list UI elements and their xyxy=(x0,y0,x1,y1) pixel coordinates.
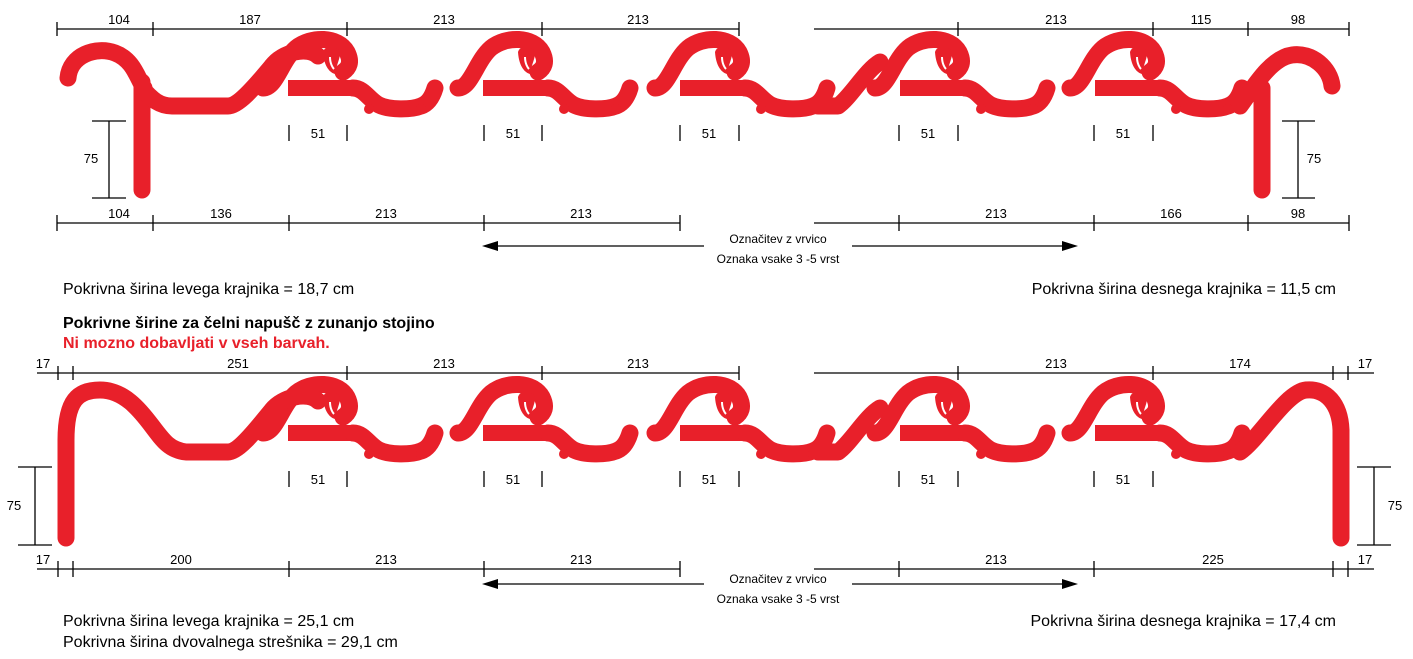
tile-wave xyxy=(458,39,630,114)
left-height-dimension xyxy=(92,120,126,199)
right-verge-tile-profile xyxy=(809,39,1341,199)
overlap-label: 51 xyxy=(506,472,520,487)
dim-label: 213 xyxy=(985,206,1007,221)
tile-wave xyxy=(458,384,630,459)
dim-label: 174 xyxy=(1229,356,1251,371)
tile-wave xyxy=(655,39,827,114)
tile-wave xyxy=(1070,39,1242,114)
availability-warning: Ni mozno dobavljati v vseh barvah. xyxy=(63,335,330,352)
left-eaves-tile-profile xyxy=(57,381,281,547)
dim-label: 213 xyxy=(1045,356,1067,371)
right-verge-width: Pokrivna širina desnega krajnika = 17,4 … xyxy=(1031,613,1337,630)
dim-label: 136 xyxy=(210,206,232,221)
overlap-label: 51 xyxy=(702,126,716,141)
dim-label: 213 xyxy=(627,356,649,371)
height-label: 75 xyxy=(84,151,98,166)
dim-label: 213 xyxy=(570,206,592,221)
dim-label: 213 xyxy=(375,552,397,567)
dim-label: 104 xyxy=(108,12,130,27)
dim-label: 104 xyxy=(108,206,130,221)
left-verge-width: Pokrivna širina levega krajnika = 25,1 c… xyxy=(63,613,354,630)
overlap-label: 51 xyxy=(1116,126,1130,141)
right-eaves-tile-profile xyxy=(809,384,1350,547)
dim-label: 115 xyxy=(1191,12,1212,27)
bottom-dimension-ticks-left xyxy=(56,215,681,231)
dim-label: 187 xyxy=(239,12,261,27)
dim-label: 213 xyxy=(433,356,455,371)
dim-label: 98 xyxy=(1291,12,1305,27)
bottom-dimension-ticks-right xyxy=(898,215,1350,231)
top-dimension-ticks-right xyxy=(957,366,1349,380)
tile-wave xyxy=(655,384,827,459)
tile-wave xyxy=(875,39,1047,114)
right-height-dimension xyxy=(1357,466,1391,546)
overlap-label: 51 xyxy=(311,472,325,487)
right-height-dimension xyxy=(1282,120,1315,199)
top-dimension-ticks-left xyxy=(57,366,740,380)
tile-wave xyxy=(1070,384,1242,459)
marker-label: Označitev z vrvico xyxy=(729,572,827,586)
marker-note: Oznaka vsake 3 -5 vrst xyxy=(717,592,840,606)
height-label: 75 xyxy=(7,498,21,513)
dim-label: 213 xyxy=(375,206,397,221)
top-dimension-ticks-right xyxy=(957,22,1350,36)
tile-wave xyxy=(875,384,1047,459)
dim-label: 225 xyxy=(1202,552,1224,567)
top-diagram: 104 187 213 213 213 115 98 xyxy=(56,12,1350,298)
dim-label: 213 xyxy=(570,552,592,567)
dim-label: 200 xyxy=(170,552,192,567)
left-verge-width: Pokrivna širina levega krajnika = 18,7 c… xyxy=(63,281,354,298)
bottom-diagram: 17 251 213 213 213 174 17 75 xyxy=(7,356,1402,651)
left-height-dimension xyxy=(18,466,52,546)
dim-label: 17 xyxy=(1358,552,1372,567)
overlap-ticks xyxy=(288,471,1154,487)
height-label: 75 xyxy=(1307,151,1321,166)
dim-label: 213 xyxy=(433,12,455,27)
overlap-label: 51 xyxy=(311,126,325,141)
dim-label: 213 xyxy=(985,552,1007,567)
overlap-label: 51 xyxy=(1116,472,1130,487)
bottom-dimension-ticks-left xyxy=(57,561,681,577)
height-label: 75 xyxy=(1388,498,1402,513)
overlap-label: 51 xyxy=(921,126,935,141)
overlap-ticks xyxy=(288,125,1154,141)
right-verge-width: Pokrivna širina desnega krajnika = 11,5 … xyxy=(1032,281,1336,298)
marker-note: Oznaka vsake 3 -5 vrst xyxy=(717,252,840,266)
bottom-dimension-ticks-right xyxy=(898,561,1349,577)
overlap-label: 51 xyxy=(506,126,520,141)
double-tile-width: Pokrivna širina dvovalnega strešnika = 2… xyxy=(63,634,398,651)
dim-label: 17 xyxy=(36,552,50,567)
dim-label: 213 xyxy=(627,12,649,27)
string-marker-arrow xyxy=(482,241,1078,251)
dim-label: 98 xyxy=(1291,206,1305,221)
string-marker-arrow xyxy=(482,579,1078,589)
dim-label: 166 xyxy=(1160,206,1182,221)
tile-wave xyxy=(263,387,327,419)
dim-label: 213 xyxy=(1045,12,1067,27)
overlap-label: 51 xyxy=(702,472,716,487)
section-heading: Pokrivne širine za čelni napušč z zunanj… xyxy=(63,315,435,332)
top-dimension-ticks-left xyxy=(56,22,740,36)
dim-label: 17 xyxy=(1358,356,1372,371)
tile-wave xyxy=(263,42,327,75)
left-verge-tile-profile xyxy=(59,42,281,199)
dim-label: 17 xyxy=(36,356,50,371)
dim-label: 251 xyxy=(227,356,249,371)
overlap-label: 51 xyxy=(921,472,935,487)
marker-label: Označitev z vrvico xyxy=(729,232,827,246)
